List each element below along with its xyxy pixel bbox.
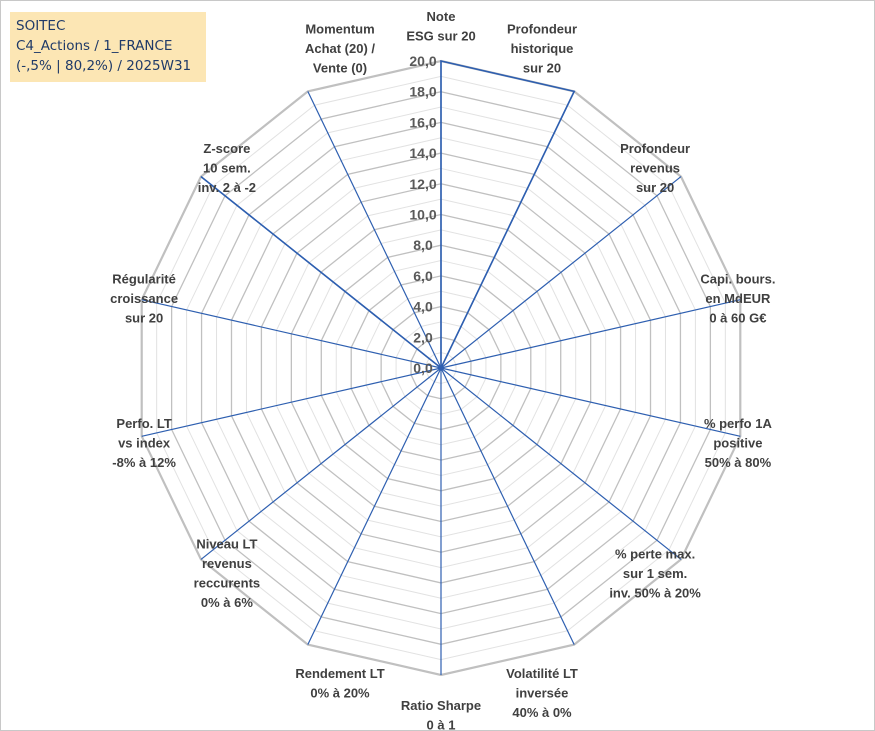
axis-label-line: vs index [118, 436, 171, 451]
axis-label-line: 0 à 60 G€ [709, 310, 766, 325]
axis-label-line: croissance [110, 291, 178, 306]
tick-label: 12,0 [409, 176, 436, 192]
axis-label-line: % perfo 1A [704, 416, 773, 431]
axis-label-line: Vente (0) [313, 61, 367, 76]
tick-label: 18,0 [409, 84, 436, 100]
axis-label-line: en MdEUR [705, 291, 771, 306]
axis-label-line: Niveau LT [196, 537, 257, 552]
axis-label-line: 40% à 0% [512, 705, 572, 720]
axis-label-line: revenus [630, 161, 680, 176]
axis-label-line: 0% à 6% [201, 595, 253, 610]
axis-label-line: 10 sem. [203, 161, 251, 176]
axis-spoke [440, 367, 682, 560]
period-info: (-,5% | 80,2%) / 2025W31 [16, 58, 192, 74]
axis-label-line: positive [713, 436, 762, 451]
axis-spoke [440, 367, 575, 645]
axis-label-line: Rendement LT [295, 666, 384, 681]
axis-label-line: sur 20 [125, 310, 163, 325]
axis-label: Note ESG sur 20 [406, 9, 475, 44]
tick-label: 6,0 [413, 268, 433, 284]
axis-label-line: inv. 2 à -2 [198, 180, 256, 195]
axis-label-line: Momentum [305, 22, 374, 37]
axis-label: Momentum Achat (20) / Vente (0) [305, 22, 375, 76]
axis-label-line: Ratio Sharpe [401, 698, 481, 713]
info-box: SOITEC C4_Actions / 1_FRANCE (-,5% | 80,… [10, 12, 206, 82]
axis-spoke [141, 299, 442, 369]
axis-label: % perte max. sur 1 sem. inv. 50% à 20% [609, 546, 701, 600]
axis-spoke [440, 299, 741, 369]
axis-label: Régularité croissance sur 20 [110, 271, 178, 325]
axis-label: Niveau LT revenus reccurents 0% à 6% [194, 537, 260, 611]
axis-label: Perfo. LT vs index -8% à 12% [112, 416, 176, 470]
axis-label-line: 0 à 1 [427, 718, 456, 731]
axis-label-line: Profondeur [507, 22, 577, 37]
axis-labels: Note ESG sur 20 Profondeur historique sur 20… [110, 9, 775, 730]
axis-label-line: ESG sur 20 [406, 29, 475, 44]
axis-label-line: Capi. bours. [700, 271, 775, 286]
tick-label: 10,0 [409, 207, 436, 223]
axis-spoke [200, 367, 442, 560]
axis-label: Capi. bours. en MdEUR 0 à 60 G€ [700, 271, 775, 325]
axis-label-line: Profondeur [620, 141, 690, 156]
axis-label-line: Régularité [112, 271, 176, 286]
axis-label-line: sur 20 [636, 180, 674, 195]
axis-label-line: -8% à 12% [112, 455, 176, 470]
tick-label: 8,0 [413, 237, 433, 253]
portfolio-category: C4_Actions / 1_FRANCE [16, 38, 173, 54]
axis-label-line: 50% à 80% [705, 455, 772, 470]
axis-label-line: inversée [516, 685, 569, 700]
axis-label: Volatilité LT inversée 40% à 0% [506, 666, 578, 720]
tick-label: 20,0 [409, 53, 436, 69]
tick-label: 16,0 [409, 114, 436, 130]
tick-label: 2,0 [413, 329, 433, 345]
axis-label: Z-score 10 sem. inv. 2 à -2 [198, 141, 256, 195]
axis-spoke [440, 176, 682, 369]
axis-label: Profondeur historique sur 20 [507, 22, 577, 76]
axis-label-line: inv. 50% à 20% [609, 585, 701, 600]
axis-label-line: revenus [202, 556, 252, 571]
axis-label: Profondeur revenus sur 20 [620, 141, 690, 195]
axis-label-line: Note [427, 9, 456, 24]
axis-label-line: historique [511, 41, 574, 56]
axis-spoke [307, 367, 442, 645]
tick-label: 0,0 [413, 360, 433, 376]
axis-spoke [141, 367, 442, 437]
axis-label-line: % perte max. [615, 546, 695, 561]
axis-label-line: sur 20 [523, 61, 561, 76]
tick-label: 4,0 [413, 299, 433, 315]
axis-label-line: sur 1 sem. [623, 566, 687, 581]
axis-label-line: 0% à 20% [310, 685, 370, 700]
tick-label: 14,0 [409, 145, 436, 161]
company-name: SOITEC [16, 18, 66, 34]
axis-spoke [307, 91, 442, 369]
axis-label: % perfo 1A positive 50% à 80% [704, 416, 773, 470]
radial-tick-labels: 0,0 2,0 4,0 6,0 8,0 10,0 12,0 14,0 16,0 18,0 20,0 [409, 53, 436, 376]
axis-label-line: reccurents [194, 576, 260, 591]
axis-label-line: Z-score [203, 141, 250, 156]
axis-label-line: Achat (20) / [305, 41, 375, 56]
axis-label: Ratio Sharpe 0 à 1 [401, 698, 481, 730]
axis-spoke [440, 367, 741, 437]
axis-label-line: Volatilité LT [506, 666, 578, 681]
axis-label-line: Perfo. LT [116, 416, 171, 431]
series-line [200, 59, 576, 370]
axis-label: Rendement LT 0% à 20% [295, 666, 384, 701]
radar-series [200, 59, 576, 370]
